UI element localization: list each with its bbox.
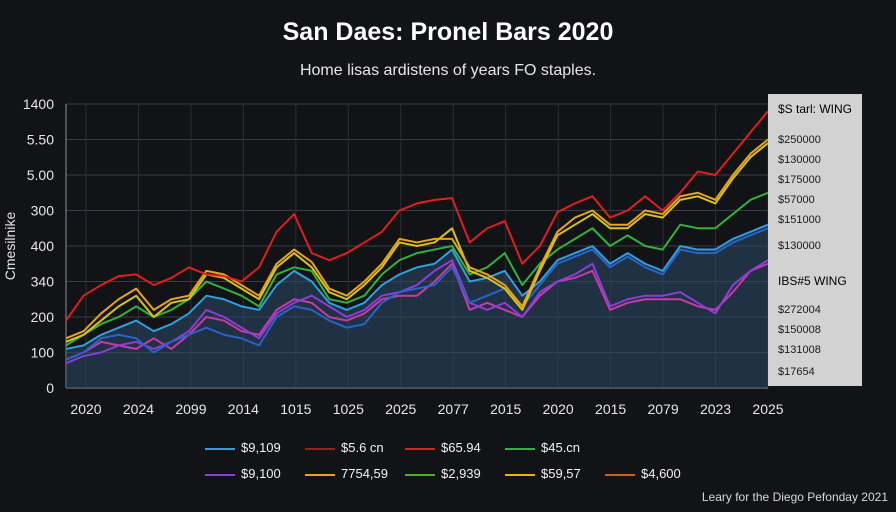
legend-label: $65.94 [441,440,481,455]
x-tick-label: 2099 [175,401,206,417]
legend-label: 7754,59 [341,466,388,481]
legend-swatch [505,447,535,450]
side-panel-value: $131008 [778,344,821,356]
y-tick-label: 200 [31,309,55,325]
legend-label: $45.cn [541,440,581,455]
legend-swatch [605,473,635,476]
x-tick-label: 2077 [438,401,469,417]
side-panel-value: $57000 [778,194,815,206]
legend-item: 7754,59 [305,466,388,482]
x-tick-label: 2014 [228,401,259,417]
y-tick-label: 100 [31,345,55,361]
legend-swatch [305,447,335,450]
legend-label: $9,100 [241,466,281,481]
footer-credit: Leary for the Diego Pefonday 2021 [701,490,888,504]
side-panel-value: $150008 [778,324,821,336]
x-tick-label: 2020 [70,401,101,417]
legend-label: $59,57 [541,466,581,481]
chart-subtitle: Home lisas ardistens of years FO staples… [299,62,597,79]
x-tick-label: 1025 [333,401,364,417]
series-line-blue-dark [65,227,769,361]
x-tick-label: 2023 [700,401,731,417]
legend-swatch [505,473,535,476]
legend-label: $4,600 [641,466,681,481]
legend-item: $5.6 cn [305,440,384,456]
y-axis-label: Cmesilnike [2,211,18,281]
side-panel-header-mid: IBS#5 WING [778,274,847,288]
legend-label: $2,939 [441,466,481,481]
side-panel-value: $250000 [778,134,821,146]
side-panel: $S tarl: WING $250000 $130000 $175000 $5… [768,94,862,386]
y-tick-label: 400 [31,238,55,254]
side-panel-value: $151000 [778,214,821,226]
series-line-green [65,191,769,347]
legend-swatch [205,473,235,476]
side-panel-header-top: $S tarl: WING [778,102,853,116]
side-panel-value: $17654 [778,366,815,378]
legend-item: $45.cn [505,440,580,456]
legend-item: $9,100 [205,466,281,482]
legend-item: $2,939 [405,466,481,482]
x-tick-label: 2025 [385,401,416,417]
series-line-red-main [65,110,769,322]
side-panel-value: $130000 [778,154,821,166]
legend-item: $9,109 [205,440,281,456]
x-tick-label: 1015 [280,401,311,417]
legend-label: $9,109 [241,440,281,455]
x-tick-label: 2015 [490,401,521,417]
side-panel-value: $130000 [778,240,821,252]
legend-item: $65.94 [405,440,481,456]
legend-swatch [405,447,435,450]
y-tick-label: 5.00 [27,167,54,183]
x-tick-label: 2015 [595,401,626,417]
series-line-magenta [65,262,769,361]
legend-swatch [305,473,335,476]
series-line-orange [65,138,769,340]
x-tick-label: 2020 [543,401,574,417]
series-line-purple [65,259,769,365]
legend-swatch [405,473,435,476]
y-tick-label: 1400 [23,96,54,112]
legend-swatch [205,447,235,450]
side-panel-value: $175000 [778,174,821,186]
x-tick-label: 2025 [752,401,783,417]
chart-title: San Daes: Pronel Bars 2020 [282,18,614,46]
y-tick-label: 5.50 [27,132,54,148]
legend-item: $4,600 [605,466,681,482]
y-tick-label: 0 [46,380,54,396]
x-tick-label: 2024 [123,401,154,417]
y-tick-label: 340 [31,274,55,290]
series-line-yellow [65,142,769,343]
x-tick-label: 2079 [647,401,678,417]
y-tick-label: 300 [31,203,55,219]
legend-label: $5.6 cn [341,440,384,455]
side-panel-value: $272004 [778,304,821,316]
legend-item: $59,57 [505,466,581,482]
series-line-blue [65,223,769,350]
